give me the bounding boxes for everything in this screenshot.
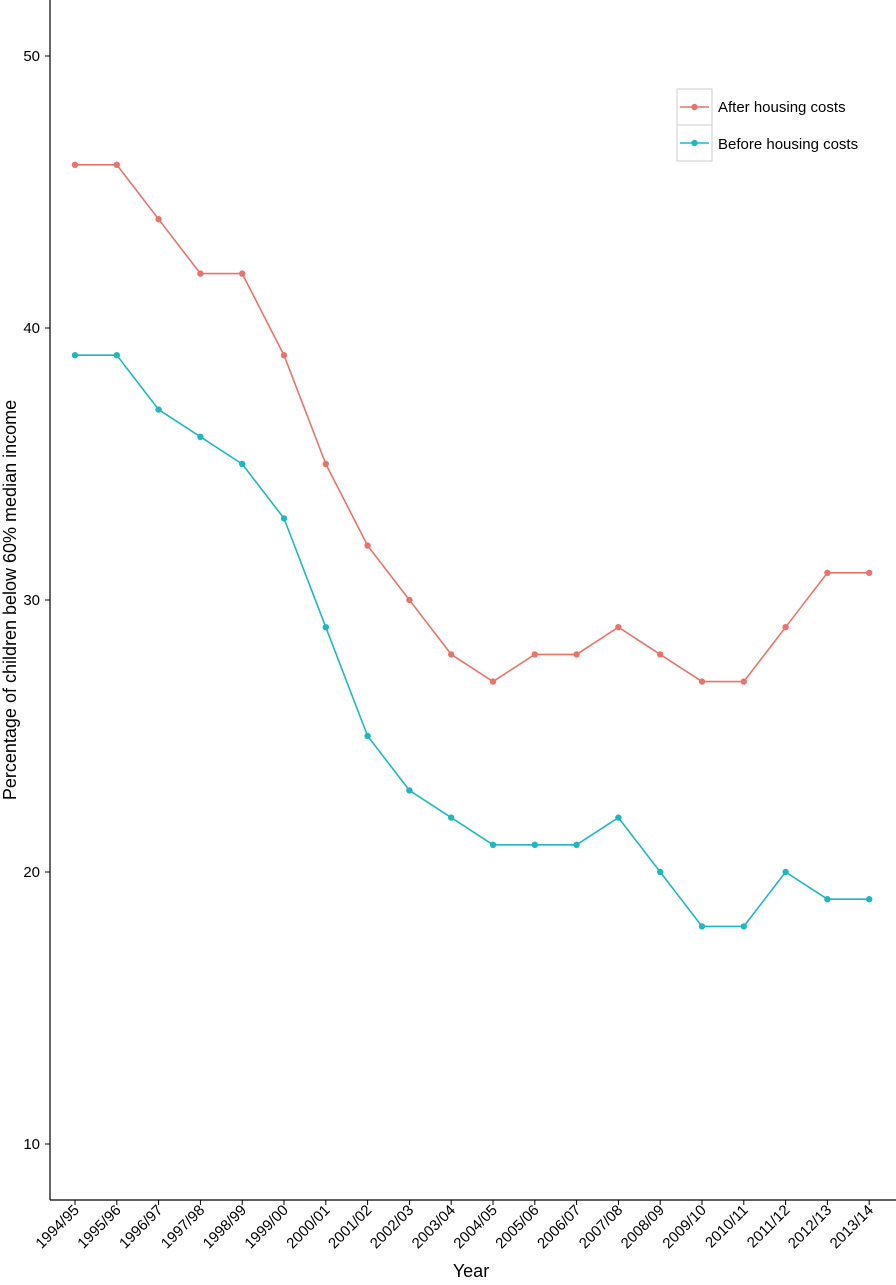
series-1-point (280, 515, 288, 522)
series-1-point (740, 923, 747, 930)
x-tick-label: 2005/06 (492, 1202, 542, 1252)
series-0-point (113, 161, 121, 168)
series-1-point (197, 433, 204, 440)
series-0-point (280, 352, 288, 359)
x-tick-label: 2000/01 (283, 1202, 333, 1252)
series-0-point (824, 569, 831, 576)
series-1-point (698, 923, 706, 930)
x-tick-label: 1997/98 (158, 1202, 208, 1252)
series-1-point (573, 841, 580, 848)
y-axis-title: Percentage of children below 60% median … (0, 400, 20, 800)
series-0-point (197, 270, 204, 277)
x-tick-label: 1996/97 (116, 1202, 166, 1252)
series-1-point (824, 896, 831, 903)
series-0-point (573, 651, 580, 658)
series-0-point (866, 569, 873, 576)
x-tick-label: 2004/05 (450, 1202, 500, 1252)
series-0-point (448, 651, 455, 658)
series-0-point (71, 161, 79, 168)
series-0-point (239, 270, 246, 277)
x-tick-label: 2003/04 (409, 1202, 459, 1252)
series-line-1 (75, 354, 870, 928)
legend-label-after-housing-costs: After housing costs (718, 99, 846, 116)
series-0-point (698, 678, 706, 685)
x-axis-title: Year (453, 1261, 489, 1280)
series-1-point (866, 896, 873, 903)
series-1-point (322, 624, 329, 631)
series-0-point (531, 651, 538, 658)
series-1-point (364, 732, 371, 740)
series-1-point (406, 787, 413, 794)
series-1-point (615, 814, 622, 821)
series-1-point (782, 868, 789, 876)
series-0-point (657, 651, 664, 658)
series-1-point (113, 352, 121, 359)
series-0-point (615, 624, 622, 631)
legend-item-before-housing-costs: Before housing costs (680, 136, 858, 153)
series-0-point (740, 678, 747, 685)
x-tick-label: 2009/10 (659, 1202, 709, 1252)
x-tick-label: 1998/99 (200, 1202, 250, 1252)
series-1-point (239, 460, 246, 468)
y-tick-label: 10 (23, 1136, 40, 1153)
x-tick-label: 2001/02 (325, 1202, 375, 1252)
x-tick-label: 2012/13 (785, 1202, 835, 1252)
y-tick-label: 30 (23, 592, 40, 609)
legend-marker-before-housing-costs (691, 139, 698, 147)
series-0-point (322, 460, 329, 468)
x-tick-label: 2010/11 (702, 1202, 752, 1252)
x-tick-label: 2008/09 (618, 1202, 668, 1252)
y-tick-label: 20 (23, 864, 40, 881)
legend-label-before-housing-costs: Before housing costs (718, 136, 858, 153)
series-layer (71, 161, 873, 930)
x-tick-label: 1999/00 (241, 1202, 291, 1252)
legend-marker-after-housing-costs (691, 103, 698, 111)
x-axis-ticks: 1994/951995/961996/971997/981998/991999/… (32, 1200, 877, 1252)
x-tick-label: 2013/14 (827, 1202, 877, 1252)
series-1-point (489, 841, 497, 848)
series-1-point (155, 406, 162, 413)
x-tick-label: 2011/12 (744, 1202, 794, 1252)
x-tick-label: 1994/95 (32, 1202, 82, 1252)
x-tick-label: 2002/03 (367, 1202, 417, 1252)
series-0-point (155, 216, 162, 223)
series-0-point (364, 542, 371, 549)
series-1-point (657, 868, 664, 876)
legend-item-after-housing-costs: After housing costs (680, 99, 846, 116)
legend: After housing costs Before housing costs (676, 88, 858, 162)
series-0-point (406, 596, 413, 604)
series-0-point (782, 624, 789, 631)
series-1-point (531, 841, 538, 848)
series-1-point (71, 352, 79, 359)
y-tick-label: 50 (23, 48, 40, 65)
y-axis-ticks: 10 20 30 40 50 (23, 48, 50, 1153)
series-line-0 (75, 164, 870, 683)
x-tick-label: 2007/08 (576, 1202, 626, 1252)
series-0-point (489, 678, 497, 685)
x-tick-label: 2006/07 (534, 1202, 584, 1252)
series-1-point (448, 814, 455, 821)
x-tick-label: 1995/96 (74, 1202, 124, 1252)
y-tick-label: 40 (23, 320, 40, 337)
